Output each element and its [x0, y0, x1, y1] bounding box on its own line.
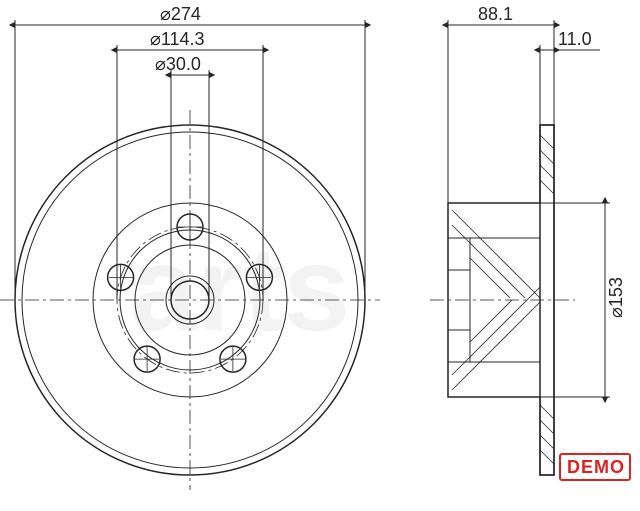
dim-88: 88.1: [478, 4, 513, 24]
dim-d153: ⌀153: [606, 277, 626, 318]
side-view: [430, 125, 575, 475]
demo-label: DEMO: [567, 457, 625, 477]
dim-d1143: ⌀114.3: [150, 29, 205, 49]
dim-11: 11.0: [558, 29, 592, 49]
demo-badge: DEMO: [560, 454, 630, 480]
side-dimensions: 88.1 11.0 ⌀153: [448, 4, 626, 397]
watermark: arts: [130, 222, 350, 356]
dim-d274: ⌀274: [160, 4, 201, 24]
dim-d30: ⌀30.0: [155, 54, 201, 74]
